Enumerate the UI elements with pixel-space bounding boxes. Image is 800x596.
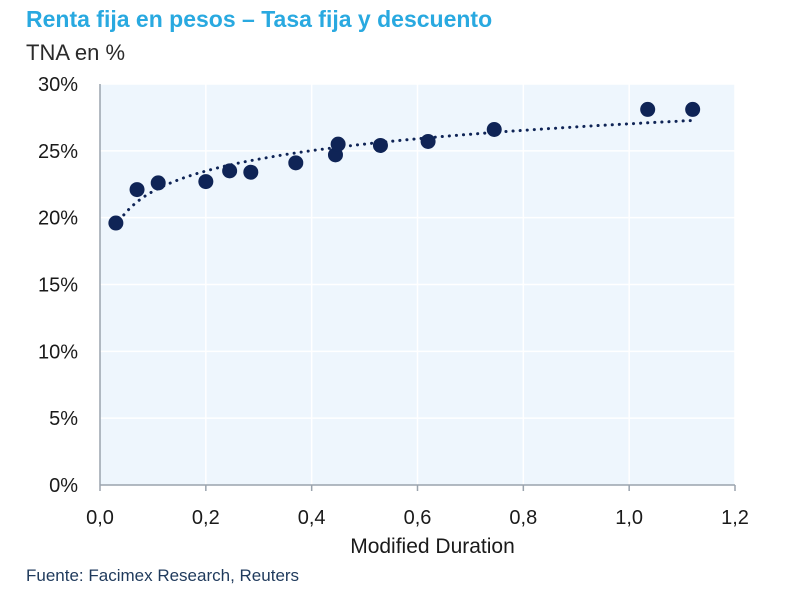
y-tick-label: 30% [38,74,78,96]
data-point [198,174,214,190]
y-axis-ticks: 0% 5% 10% 15% 20% 25% 30% [38,74,78,497]
x-tick-label: 1,0 [615,507,643,529]
data-point [420,133,436,149]
data-point [150,175,166,191]
data-point [288,155,304,171]
data-point [640,101,656,117]
x-tick-label: 0,6 [404,507,432,529]
y-tick-label: 20% [38,208,78,230]
x-tick-label: 0,0 [86,507,114,529]
x-tick-label: 0,8 [509,507,537,529]
y-tick-label: 25% [38,141,78,163]
y-tick-label: 5% [49,408,78,430]
y-tick-label: 10% [38,341,78,363]
chart-title: Renta fija en pesos – Tasa fija y descue… [26,6,493,32]
data-point [372,137,388,153]
data-point [129,182,145,198]
data-point [108,215,124,231]
source-note: Fuente: Facimex Research, Reuters [26,566,300,585]
x-axis-title: Modified Duration [350,535,515,558]
data-point [685,101,701,117]
x-axis-ticks: 0,0 0,2 0,4 0,6 0,8 1,0 1,2 [86,507,749,529]
data-point [243,164,259,180]
axes [99,84,736,491]
gridlines [100,83,736,485]
trend-line [114,119,695,229]
y-tick-label: 0% [49,475,78,497]
data-point [330,136,346,152]
x-tick-label: 0,4 [298,507,326,529]
x-tick-label: 1,2 [721,507,749,529]
data-point [222,163,238,179]
y-tick-label: 15% [38,275,78,297]
x-tick-label: 0,2 [192,507,220,529]
data-point [486,121,502,137]
chart-subtitle: TNA en % [26,40,126,65]
data-points [108,101,701,231]
